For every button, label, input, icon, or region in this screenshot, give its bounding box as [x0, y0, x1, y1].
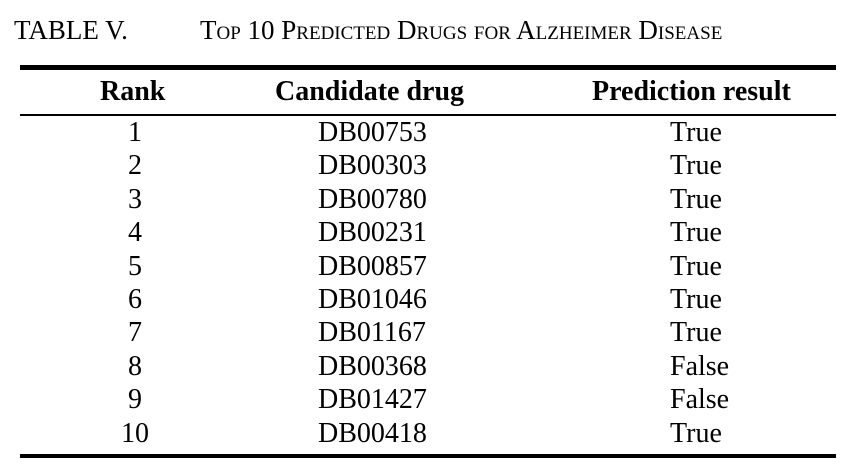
table-row: 7 DB01167 True: [20, 316, 836, 349]
cell-rank: 2: [20, 149, 252, 182]
cell-rank: 9: [20, 383, 252, 416]
table-caption: TABLE V. Top 10 Predicted Drugs for Alzh…: [14, 10, 844, 50]
cell-prediction-result: True: [670, 284, 722, 316]
cell-prediction-result: True: [670, 183, 722, 215]
cell-rank-value: 6: [128, 284, 142, 316]
cell-rank-value: 10: [121, 417, 149, 449]
header-rank: Rank: [100, 76, 166, 107]
cell-prediction-result: True: [670, 417, 722, 449]
table-row: 8 DB00368 False: [20, 350, 836, 383]
table-row: 6 DB01046 True: [20, 283, 836, 316]
cell-rank: 7: [20, 316, 252, 349]
table-caption-title: Top 10 Predicted Drugs for Alzheimer Dis…: [200, 15, 723, 45]
cell-candidate-drug: DB01427: [318, 384, 427, 416]
cell-prediction-result: True: [670, 317, 722, 349]
cell-prediction-result: True: [670, 250, 722, 282]
cell-rank-value: 8: [128, 350, 142, 382]
cell-candidate-drug: DB00857: [318, 250, 427, 282]
cell-rank-value: 3: [128, 183, 142, 215]
cell-candidate-drug: DB00368: [318, 350, 427, 382]
table-header-row: Rank Candidate drug Prediction result: [20, 70, 836, 114]
table-bottom-rule: [20, 454, 836, 459]
cell-rank: 6: [20, 283, 252, 316]
cell-rank-value: 2: [128, 150, 142, 182]
table-body: 1 DB00753 True 2 DB00303 True 3 DB00780 True 4 DB0…: [20, 116, 836, 450]
cell-rank: 1: [20, 116, 252, 149]
header-candidate-drug: Candidate drug: [275, 76, 465, 107]
cell-candidate-drug: DB00231: [318, 217, 427, 249]
table-row: 3 DB00780 True: [20, 183, 836, 216]
cell-candidate-drug: DB01046: [318, 284, 427, 316]
table-row: 10 DB00418 True: [20, 417, 836, 450]
table-row: 2 DB00303 True: [20, 149, 836, 182]
table-row: 1 DB00753 True: [20, 116, 836, 149]
cell-prediction-result: False: [670, 384, 730, 416]
cell-rank-value: 5: [128, 250, 142, 282]
cell-candidate-drug: DB00753: [318, 117, 427, 148]
cell-prediction-result: True: [670, 217, 722, 249]
results-table: Rank Candidate drug Prediction result: [20, 70, 836, 114]
cell-prediction-result: True: [670, 150, 722, 182]
cell-rank-value: 4: [128, 217, 142, 249]
cell-candidate-drug: DB00303: [318, 150, 427, 182]
cell-prediction-result: True: [670, 117, 722, 148]
cell-candidate-drug: DB01167: [318, 317, 426, 349]
results-table-body: 1 DB00753 True 2 DB00303 True 3 DB00780 True 4 DB0…: [20, 116, 836, 450]
cell-rank: 8: [20, 350, 252, 383]
cell-candidate-drug: DB00418: [318, 417, 427, 449]
cell-rank: 10: [20, 417, 252, 450]
cell-rank-value: 7: [128, 317, 142, 349]
results-table-container: Rank Candidate drug Prediction result 1 D…: [20, 65, 836, 459]
cell-rank: 4: [20, 216, 252, 249]
cell-rank-value: 1: [128, 117, 142, 148]
table-header-rule: [20, 114, 836, 116]
table-row: 5 DB00857 True: [20, 250, 836, 283]
table-caption-label: TABLE V.: [14, 15, 128, 45]
table-row: 9 DB01427 False: [20, 383, 836, 416]
cell-prediction-result: False: [670, 350, 730, 382]
cell-rank-value: 9: [128, 384, 142, 416]
table-row: 4 DB00231 True: [20, 216, 836, 249]
cell-candidate-drug: DB00780: [318, 183, 427, 215]
table-top-rule: [20, 65, 836, 70]
header-prediction-result: Prediction result: [592, 76, 791, 107]
cell-rank: 5: [20, 250, 252, 283]
cell-rank: 3: [20, 183, 252, 216]
